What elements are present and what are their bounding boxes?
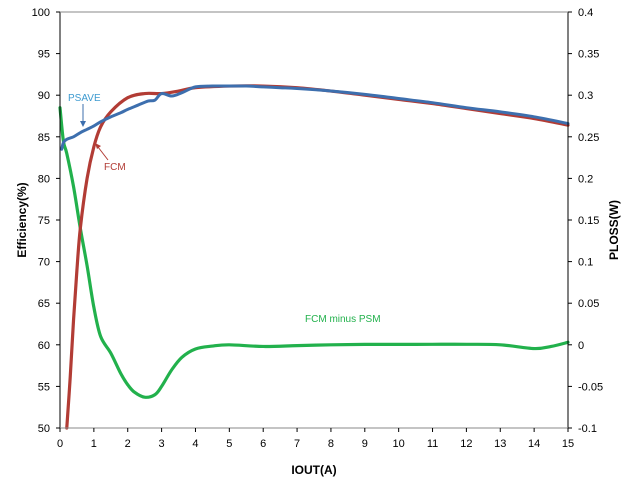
x-tick-label: 3 (159, 438, 165, 450)
x-tick-label: 6 (260, 438, 266, 450)
x-tick-label: 4 (192, 438, 198, 450)
y-left-tick-label: 100 (32, 7, 50, 19)
y-axis-right-title: PLOSS(W) (607, 200, 621, 260)
x-axis-title: IOUT(A) (291, 463, 336, 477)
y-left-tick-label: 75 (38, 215, 50, 227)
y-right-tick-label: -0.1 (578, 423, 597, 435)
x-tick-label: 13 (494, 438, 506, 450)
y-right-tick-label: 0.05 (578, 298, 599, 310)
y-left-tick-label: 70 (38, 257, 50, 269)
x-tick-label: 14 (528, 438, 540, 450)
y-right-tick-label: 0.2 (578, 173, 593, 185)
y-left-tick-label: 60 (38, 340, 50, 352)
y-right-tick-label: 0.3 (578, 90, 593, 102)
fcm-arrow (97, 146, 109, 161)
x-tick-label: 15 (562, 438, 574, 450)
x-tick-label: 5 (226, 438, 232, 450)
psave-efficiency-line (60, 84, 570, 151)
y-right-tick-label: 0.25 (578, 132, 599, 144)
psave-annotation: PSAVE (68, 93, 101, 104)
fcm-annotation: FCM (104, 162, 126, 173)
x-tick-label: 7 (294, 438, 300, 450)
y-left-tick-label: 95 (38, 49, 50, 61)
y-right-tick-label: 0.4 (578, 7, 593, 19)
x-tick-label: 1 (91, 438, 97, 450)
x-tick-label: 0 (57, 438, 63, 450)
y-right-tick-label: -0.05 (578, 381, 603, 393)
fcm-minus-psm-loss-line (58, 106, 570, 399)
x-tick-label: 10 (393, 438, 405, 450)
x-tick-label: 8 (328, 438, 334, 450)
y-right-tick-label: 0.35 (578, 49, 599, 61)
y-left-tick-label: 50 (38, 423, 50, 435)
psave-arrowhead (80, 121, 86, 127)
y-left-tick-label: 90 (38, 90, 50, 102)
x-tick-label: 2 (125, 438, 131, 450)
x-tick-label: 11 (427, 438, 438, 450)
y-left-tick-label: 55 (38, 381, 50, 393)
y-left-tick-label: 80 (38, 173, 50, 185)
plot-area (60, 12, 568, 428)
fcm-arrowhead (95, 143, 101, 149)
y-axis-left-title: Efficiency(%) (15, 182, 29, 257)
y-left-tick-label: 65 (38, 298, 50, 310)
x-tick-label: 9 (362, 438, 368, 450)
y-right-tick-label: 0 (578, 340, 584, 352)
y-right-tick-label: 0.15 (578, 215, 599, 227)
y-left-tick-label: 85 (38, 132, 50, 144)
diff-annotation: FCM minus PSM (305, 314, 381, 325)
y-right-tick-label: 0.1 (578, 257, 593, 269)
x-tick-label: 12 (460, 438, 472, 450)
